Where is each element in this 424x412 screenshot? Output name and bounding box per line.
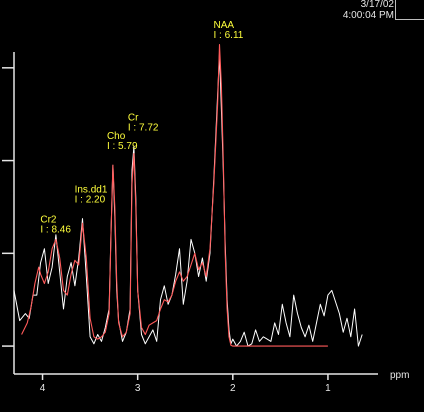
peak-label-name: Cr [128, 113, 139, 124]
peak-label-name: Cho [107, 131, 126, 142]
peak-label-integral: I : 6.11 [213, 30, 243, 41]
peak-label-integral: I : 2.20 [75, 195, 106, 206]
axes: 4 3 2 1 [2, 52, 378, 394]
peak-label-name: Ins.dd1 [75, 185, 108, 196]
peak-label-integral: I : 5.79 [107, 141, 138, 152]
peak-label-integral: I : 8.46 [40, 225, 71, 236]
date-stamp: 3/17/02 [360, 0, 394, 10]
date-box [395, 0, 424, 20]
x-tick-label: 2 [230, 383, 236, 394]
peak-label-name: NAA [213, 20, 234, 31]
peak-label-integral: I : 7.72 [128, 123, 159, 134]
x-axis-label: ppm [390, 370, 409, 381]
x-tick-label: 4 [40, 383, 46, 394]
x-tick-label: 3 [135, 383, 141, 394]
x-tick-label: 1 [325, 383, 331, 394]
time-stamp: 4:00:04 PM [342, 10, 394, 21]
peak-label-name: Cr2 [40, 215, 57, 226]
fit-line [21, 44, 328, 347]
series-layer [13, 44, 363, 347]
measured-line [13, 53, 363, 347]
